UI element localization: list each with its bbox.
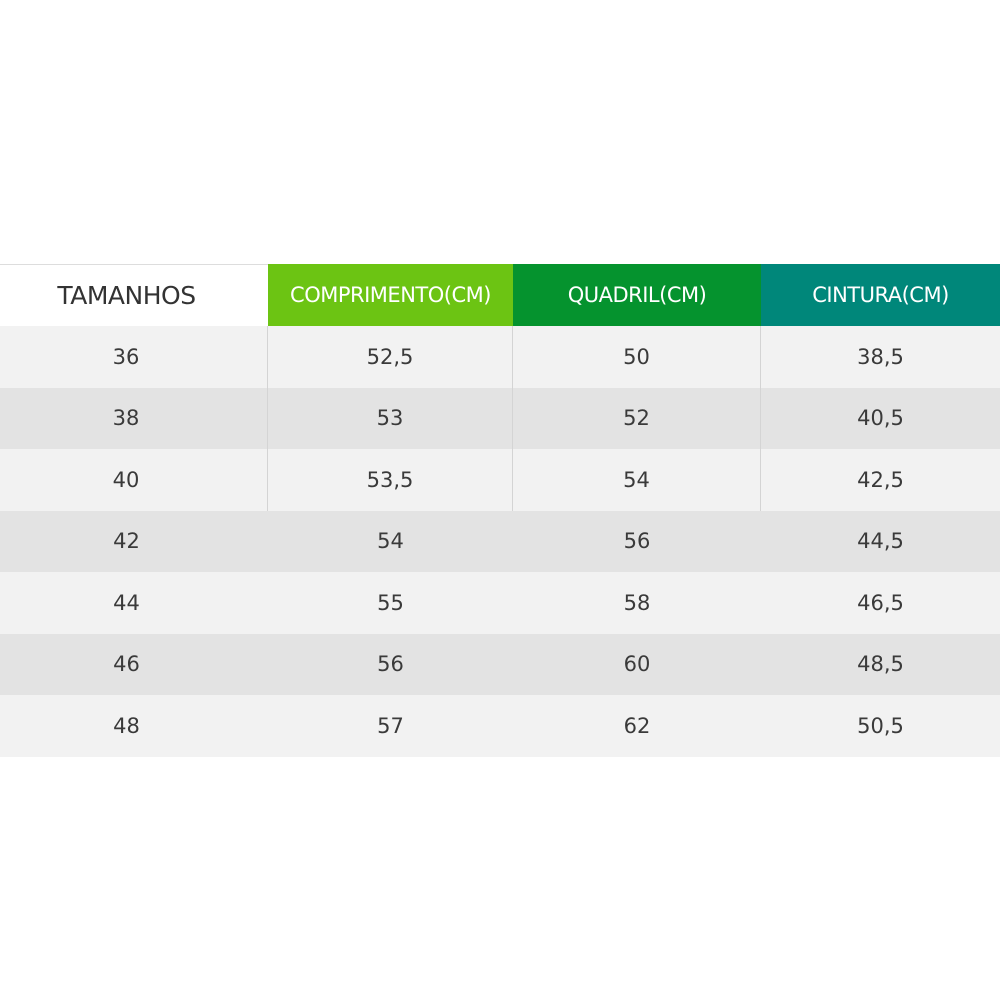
table-cell: 50 — [513, 326, 761, 388]
table-cell: 52,5 — [268, 326, 513, 388]
table-cell: 54 — [377, 529, 404, 554]
table-row: 48 57 62 50,5 — [0, 695, 1000, 757]
table-cell: 52 — [513, 387, 761, 449]
header-quadril: QUADRIL(CM) — [513, 264, 761, 326]
table-cell: 54 — [513, 449, 761, 511]
size-table: TAMANHOS COMPRIMENTO(CM) QUADRIL(CM) CIN… — [0, 264, 1000, 757]
table-cell: 55 — [377, 590, 404, 615]
table-cell: 40,5 — [857, 406, 904, 431]
table-header: TAMANHOS COMPRIMENTO(CM) QUADRIL(CM) CIN… — [0, 264, 1000, 326]
table-cell: 53 — [268, 387, 513, 449]
table-cell: 38 — [0, 387, 268, 449]
header-tamanhos: TAMANHOS — [0, 264, 268, 326]
table-row: 40 53,5 54 42,5 — [0, 449, 1000, 511]
table-cell: 42,5 — [857, 467, 904, 492]
table-cell: 40 — [0, 449, 268, 511]
table-cell: 53,5 — [268, 449, 513, 511]
table-cell: 50,5 — [857, 713, 904, 738]
table-cell: 56 — [623, 529, 651, 554]
table-cell: 60 — [623, 652, 651, 677]
table-cell: 62 — [623, 713, 651, 738]
table-cell: 44,5 — [857, 529, 904, 554]
table-cell: 48 — [113, 713, 140, 738]
table-cell: 58 — [623, 590, 651, 615]
header-cintura: CINTURA(CM) — [761, 264, 1000, 326]
table-cell: 48,5 — [857, 652, 904, 677]
header-comprimento: COMPRIMENTO(CM) — [268, 264, 513, 326]
table-cell: 42 — [113, 529, 140, 554]
table-row: 38 53 52 40,5 — [0, 387, 1000, 449]
table-row: 42 54 56 44,5 — [0, 510, 1000, 572]
table-cell: 46 — [113, 652, 140, 677]
table-row: 44 55 58 46,5 — [0, 572, 1000, 634]
table-row: 46 56 60 48,5 — [0, 633, 1000, 695]
table-cell: 46,5 — [857, 590, 904, 615]
table-cell: 44 — [113, 590, 140, 615]
table-cell: 36 — [0, 326, 268, 388]
table-cell: 56 — [377, 652, 404, 677]
table-cell: 38,5 — [857, 344, 904, 369]
table-row: 36 52,5 50 38,5 — [0, 326, 1000, 388]
table-cell: 57 — [377, 713, 404, 738]
